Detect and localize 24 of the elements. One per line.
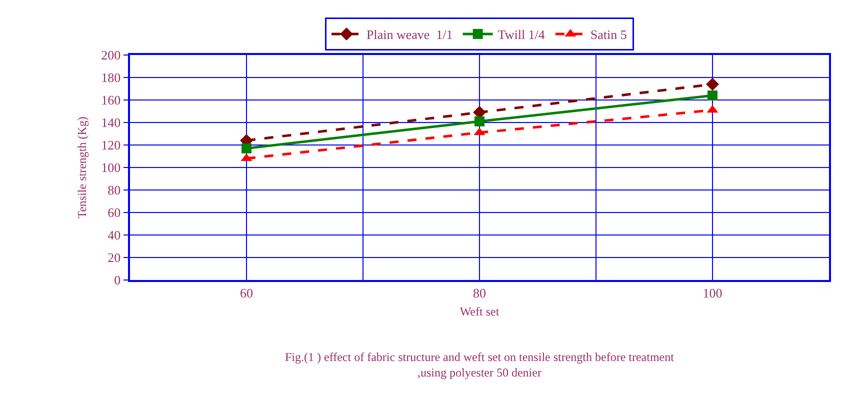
y-tick-label: 20 bbox=[108, 250, 121, 266]
legend-label: Plain weave 1/1 bbox=[366, 27, 453, 42]
y-tick-label: 120 bbox=[101, 138, 121, 153]
y-tick-label: 180 bbox=[101, 70, 121, 86]
y-tick-label: 0 bbox=[114, 272, 121, 288]
y-tick-label: 40 bbox=[108, 228, 121, 243]
x-tick-label: 60 bbox=[240, 285, 253, 300]
y-tick-label: 60 bbox=[108, 205, 121, 220]
point bbox=[474, 116, 484, 126]
point bbox=[708, 90, 718, 100]
y-axis-title: Tensile strength (Kg) bbox=[74, 116, 89, 218]
x-tick-label: 100 bbox=[702, 285, 722, 300]
x-axis-title: Weft set bbox=[460, 304, 500, 319]
point bbox=[242, 143, 252, 154]
text: Fig.(1 ) effect of fabric structure and weft set on tensile strength before treatment ,using polyester 50 denier bbox=[285, 350, 675, 380]
y-tick-label: 100 bbox=[101, 160, 121, 176]
x-tick-label: 80 bbox=[473, 285, 486, 300]
legend-label: Satin 5 bbox=[590, 27, 627, 42]
legend-label: Twill 1/4 bbox=[498, 27, 546, 42]
point bbox=[706, 78, 719, 91]
y-tick-label: 160 bbox=[101, 92, 121, 108]
y-tick-label: 80 bbox=[108, 182, 121, 198]
y-tick-label: 140 bbox=[101, 115, 121, 130]
y-tick-label: 200 bbox=[101, 48, 121, 63]
